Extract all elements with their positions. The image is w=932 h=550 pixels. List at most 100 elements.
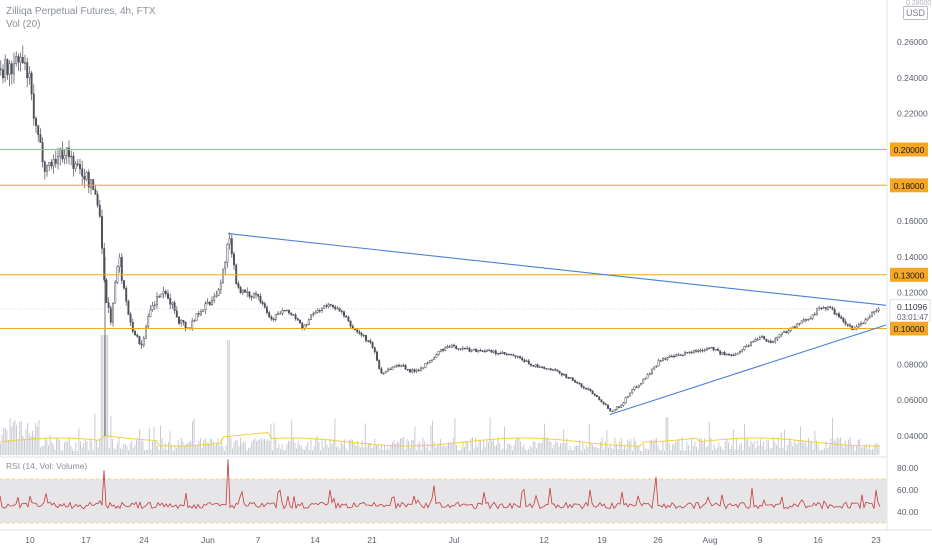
candle-body [466,347,469,350]
volume-bar [806,446,808,455]
volume-bar [616,443,617,455]
time-tick-label: 21 [367,535,377,545]
volume-bar [452,437,454,455]
volume-bar [875,443,877,455]
candle-body [521,357,524,361]
volume-bar [374,438,376,455]
candles [0,45,880,436]
volume-bar [387,447,389,455]
candle-body [290,312,293,315]
candle-body [765,339,768,342]
candle-body [516,356,519,358]
candle-body [730,354,733,356]
volume-bar [54,449,56,455]
candle-body [197,313,200,315]
candle-body [624,397,627,404]
candle-body [833,309,836,315]
volume-bar [580,450,582,455]
candle-body [268,312,271,318]
volume-bar [369,443,371,455]
trendlines[interactable] [227,233,887,416]
volume-bar [841,444,843,455]
candle-body [354,328,356,331]
volume-bar [80,441,81,455]
volume-bar [579,439,581,455]
candle-body [721,352,724,355]
volume-bar [344,439,345,455]
candle-body [365,334,367,341]
candle-body [215,295,218,297]
rsi-tick-label: 80.00 [897,463,919,473]
candle-body [76,163,79,165]
candle-body [477,349,480,352]
candle-body [153,304,156,306]
currency-badge[interactable]: USD [903,6,929,20]
price-tick-label: 0.16000 [897,216,928,226]
volume-bar [9,418,11,455]
candle-body [112,303,114,323]
candle-body [618,406,620,408]
candle-body [708,347,711,349]
volume-bar [771,447,773,455]
volume-bar [163,449,165,455]
volume-bar [819,450,821,455]
volume-bar [75,442,77,455]
candle-body [312,313,315,316]
candle-body [37,125,40,136]
volume-bar [848,439,849,455]
volume-bar [147,449,149,455]
candle-body [668,355,671,358]
candle-body [593,393,596,396]
volume-bar [296,448,297,455]
volume-bar [670,450,672,455]
volume-bar [196,446,198,455]
volume-bar [851,444,853,455]
volume-bar [131,440,133,455]
volume-bar [769,448,771,455]
candle-body [635,386,638,388]
volume-bar [168,441,169,455]
candle-body [631,389,634,394]
candle-body [15,56,18,64]
volume-bar [200,437,201,455]
volume-bar [849,437,851,455]
volume-bar [532,441,534,455]
volume-bar [32,431,33,455]
volume-bar [150,449,152,455]
volume-bar [172,450,174,455]
candle-body [54,158,57,164]
volume-bar [88,450,89,455]
volume-bar [204,438,206,455]
candle-body [21,56,24,64]
volume-bar [225,445,227,455]
candle-body [743,346,746,351]
candle-body [162,290,165,295]
volume-bar [574,445,576,455]
volume-bar [780,432,782,455]
volume-bar [216,442,217,455]
volume-bar [294,442,296,455]
volume-bar [182,441,184,455]
candle-body [763,336,766,340]
volume-bar [22,436,24,455]
level-price-label: 0.18000 [894,181,925,191]
volume-bar [366,446,368,455]
candle-body [873,310,876,314]
candle-body [776,336,779,340]
volume-bar [768,440,769,455]
volume-bar [636,445,638,455]
volume-bar [203,439,205,455]
candle-body [501,352,504,354]
candle-body [279,313,282,315]
volume-bar [534,441,536,455]
volume-bar [528,449,529,455]
candle-body [219,282,222,290]
candle-body [41,142,44,163]
volume-bar [512,450,513,455]
candle-body [809,318,812,320]
volume-bar [742,449,744,455]
candle-body [796,323,799,328]
candle-body [127,300,130,315]
candle-body [780,332,783,335]
